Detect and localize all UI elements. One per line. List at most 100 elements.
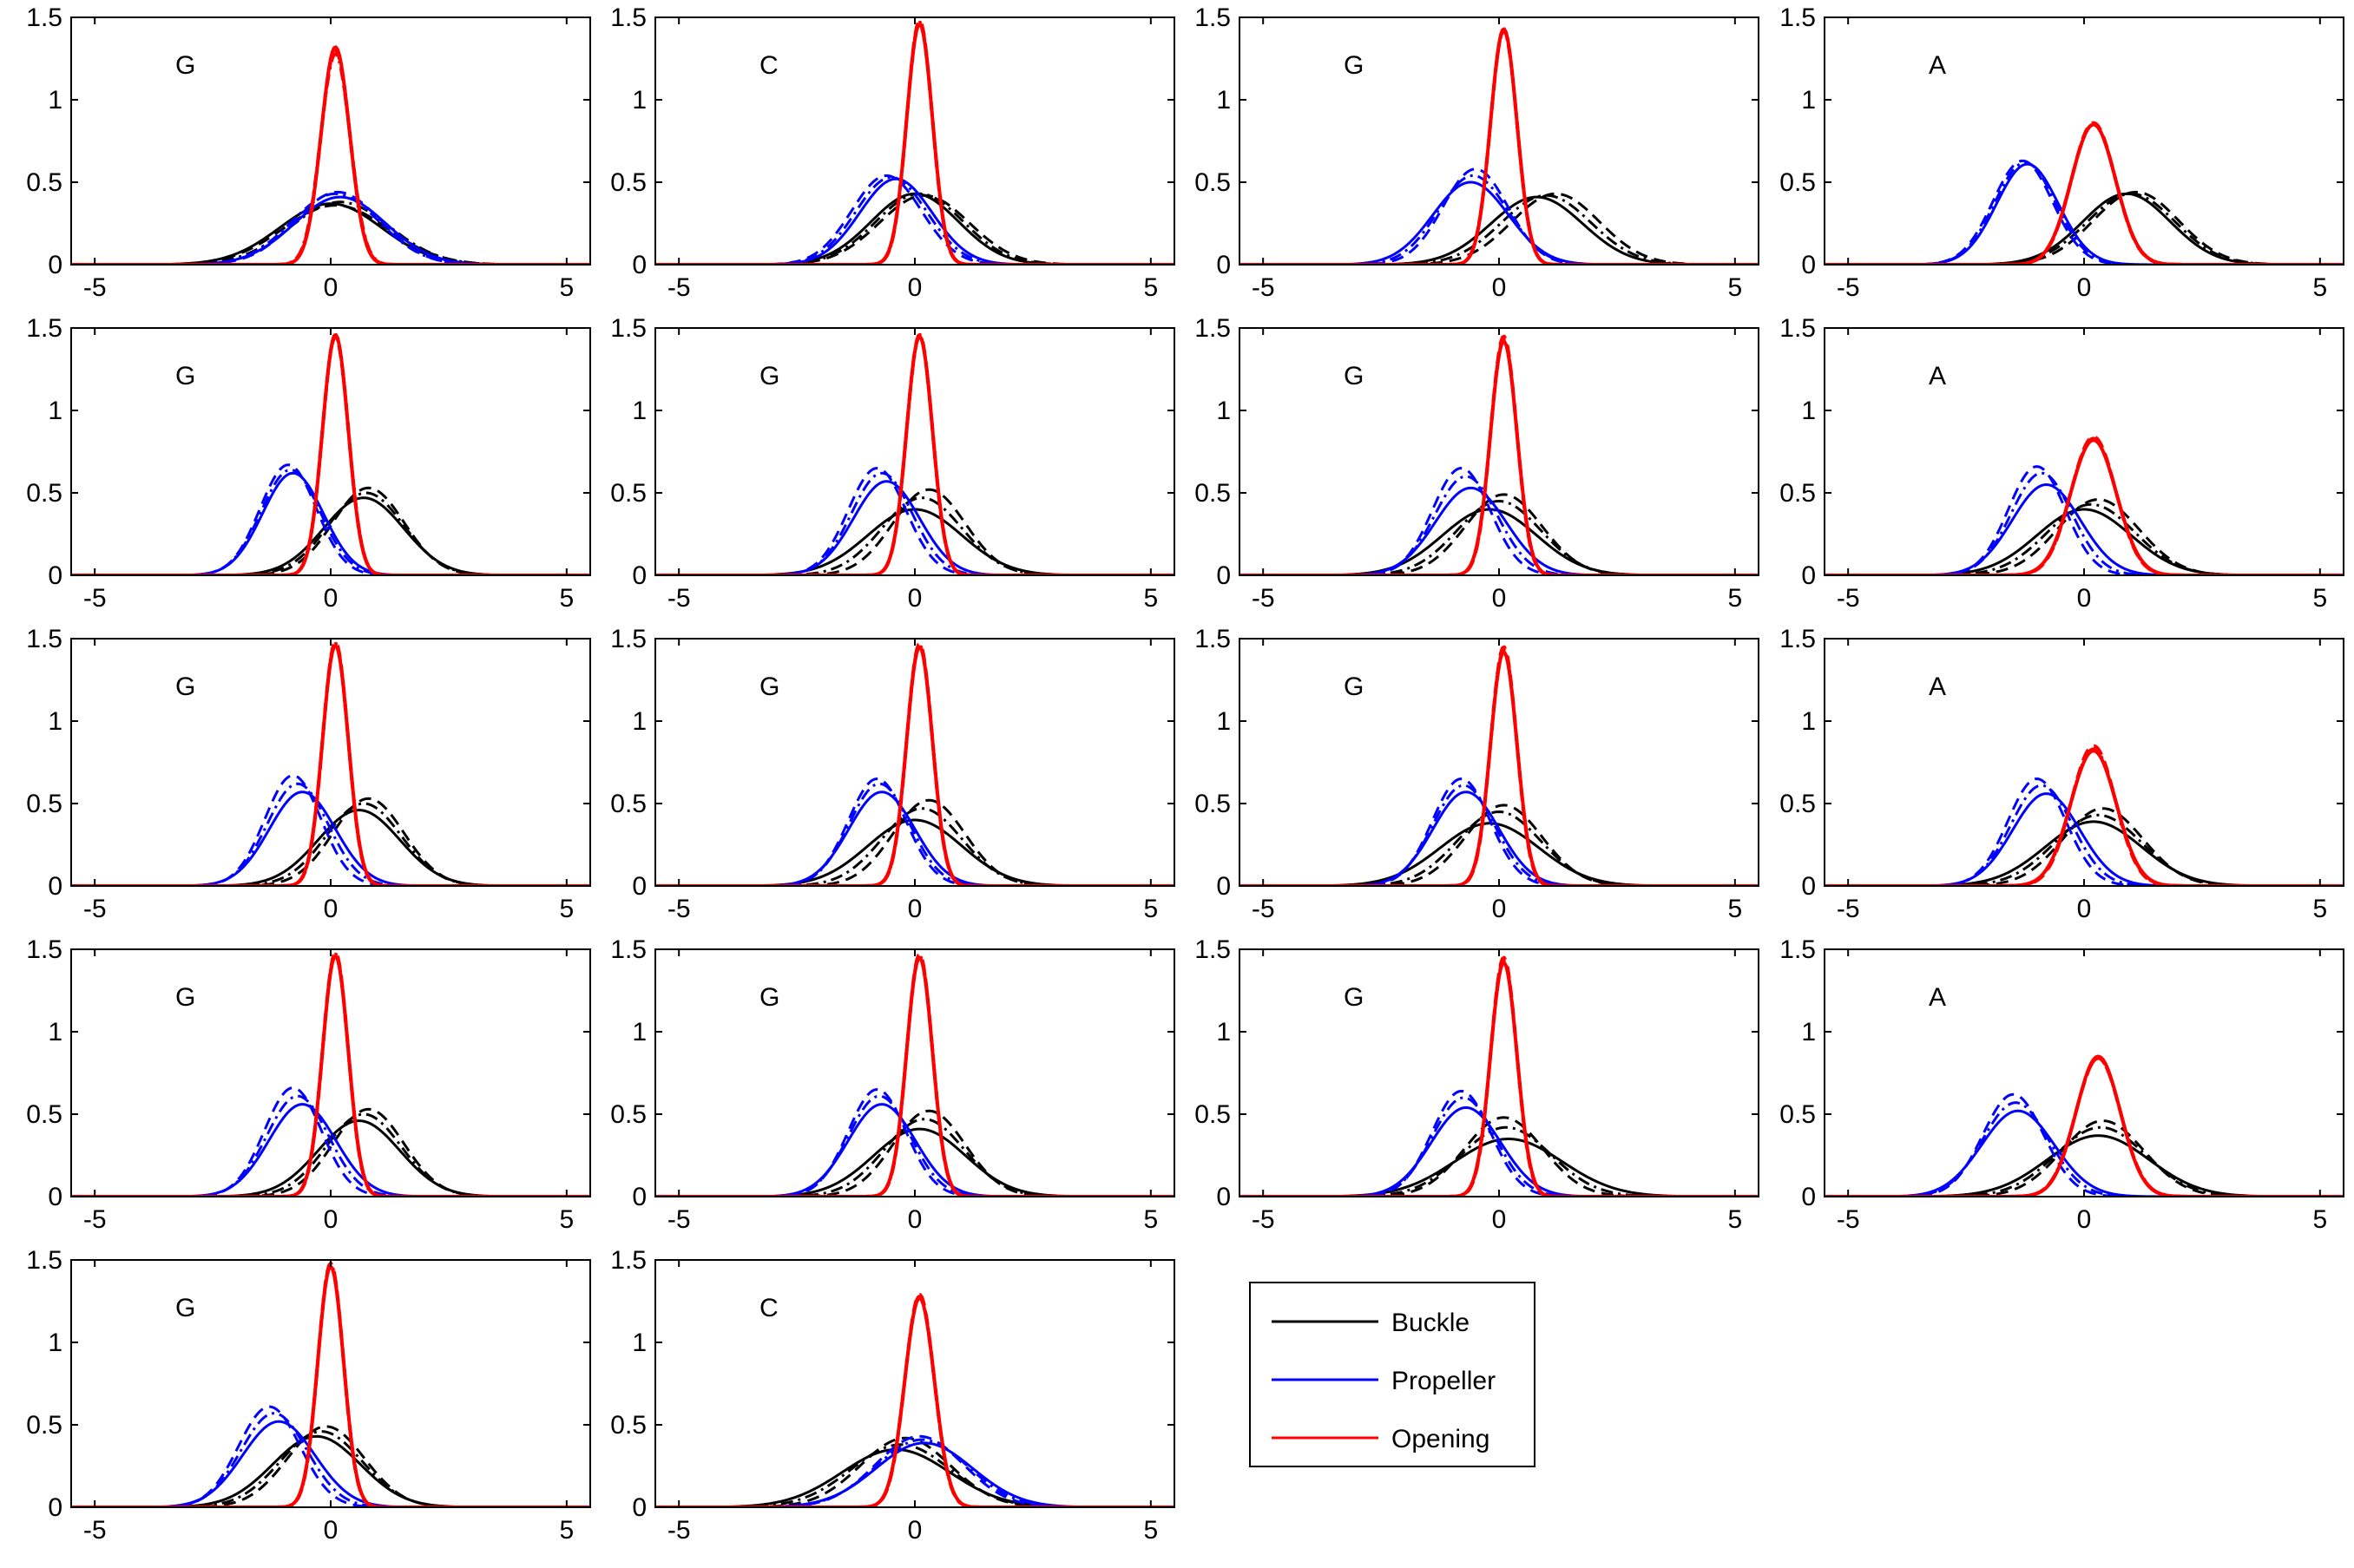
opening-curve-dashed xyxy=(655,332,1174,575)
x-tick-label: -5 xyxy=(1837,273,1860,302)
y-tick-label: 0 xyxy=(632,561,647,590)
x-tick-label: -5 xyxy=(83,584,107,613)
y-tick-label: 0 xyxy=(1216,1183,1231,1211)
x-tick-label: 5 xyxy=(2312,1205,2327,1234)
propeller-curve-dashed xyxy=(1825,465,2344,575)
y-tick-label: 1 xyxy=(1801,707,1816,736)
buckle-curve-dash-dot xyxy=(71,200,590,265)
x-tick-label: -5 xyxy=(667,1516,691,1545)
axes-frame xyxy=(654,327,1175,576)
opening-curve-dash-dot xyxy=(655,954,1174,1197)
subplot-7: -5 0 5 0 0.5 1 1.5 G xyxy=(1194,314,1759,613)
opening-curve-dashed xyxy=(655,641,1174,886)
subplot-8: -5 0 5 0 0.5 1 1.5 A xyxy=(1779,314,2344,613)
buckle-curve-dashed xyxy=(655,798,1174,886)
y-tick-label: 0.5 xyxy=(26,790,62,818)
subplot-curves xyxy=(71,950,590,1197)
subplot-15: -5 0 5 0 0.5 1 1.5 G xyxy=(1194,935,1759,1234)
opening-curve-dash-dot xyxy=(655,334,1174,575)
y-tick-label: 1 xyxy=(1801,1018,1816,1046)
buckle-curve-dash-dot xyxy=(1239,194,1759,265)
y-tick-label: 0.5 xyxy=(26,1411,62,1440)
opening-curve-dashed xyxy=(71,950,590,1197)
propeller-curve-dash-dot xyxy=(655,1438,1174,1507)
opening-curve-dashed xyxy=(1239,29,1759,265)
y-tick-label: 0.5 xyxy=(610,1100,647,1129)
buckle-curve-dashed xyxy=(1825,190,2344,265)
buckle-curve-dash-dot xyxy=(655,1118,1174,1197)
x-tick-label: 0 xyxy=(324,1205,339,1234)
subplot-curves xyxy=(655,332,1174,575)
legend-label: Propeller xyxy=(1391,1367,1496,1395)
buckle-curve-solid xyxy=(1825,508,2344,575)
y-tick-label: 1.5 xyxy=(1194,314,1231,343)
opening-curve-dash-dot xyxy=(1825,436,2344,575)
propeller-curve-dash-dot xyxy=(1825,1101,2344,1197)
buckle-curve-dashed xyxy=(1239,493,1759,575)
buckle-curve-solid xyxy=(655,192,1174,265)
y-tick-label: 0.5 xyxy=(26,1100,62,1129)
opening-curve-solid xyxy=(655,955,1174,1197)
y-tick-label: 0.5 xyxy=(610,168,647,197)
y-tick-label: 0.5 xyxy=(610,790,647,818)
y-tick-label: 1.5 xyxy=(1194,3,1231,32)
opening-curve-solid xyxy=(71,332,590,575)
propeller-curve-dashed xyxy=(1239,1089,1759,1197)
x-tick-label: 0 xyxy=(908,273,923,302)
x-tick-label: 5 xyxy=(1727,273,1742,302)
propeller-curve-dash-dot xyxy=(655,782,1174,886)
x-tick-label: -5 xyxy=(1252,584,1275,613)
y-tick-label: 1 xyxy=(48,397,62,425)
x-tick-label: 5 xyxy=(1727,1205,1742,1234)
x-tick-label: -5 xyxy=(1252,895,1275,923)
legend-entry-buckle: Buckle xyxy=(1272,1309,1470,1337)
x-tick-label: 5 xyxy=(559,1516,574,1545)
y-tick-label: 1 xyxy=(632,1329,647,1357)
y-tick-label: 1.5 xyxy=(26,314,62,343)
x-tick-label: 5 xyxy=(2312,895,2327,923)
x-tick-label: -5 xyxy=(1252,1205,1275,1234)
x-tick-label: 5 xyxy=(1727,895,1742,923)
opening-curve-dashed xyxy=(1825,121,2344,265)
buckle-curve-dashed xyxy=(71,797,590,886)
opening-curve-dash-dot xyxy=(71,641,590,886)
panel-label: G xyxy=(175,51,195,80)
x-tick-label: -5 xyxy=(83,1205,107,1234)
y-tick-label: 1.5 xyxy=(610,3,647,32)
buckle-curve-dashed xyxy=(1239,804,1759,886)
axes-frame xyxy=(654,1259,1175,1508)
subplot-curves xyxy=(1239,334,1759,575)
axes-frame xyxy=(70,948,591,1197)
subplot-curves xyxy=(1239,955,1759,1197)
x-tick-label: 0 xyxy=(324,584,339,613)
y-tick-label: 0.5 xyxy=(1779,479,1816,508)
panel-label: G xyxy=(175,983,195,1012)
subplot-curves xyxy=(71,332,590,575)
panel-label: A xyxy=(1929,51,1946,80)
x-tick-label: -5 xyxy=(667,273,691,302)
y-tick-label: 0 xyxy=(48,251,62,279)
y-tick-label: 0.5 xyxy=(1779,1100,1816,1129)
y-tick-label: 0 xyxy=(48,872,62,901)
x-tick-label: -5 xyxy=(667,584,691,613)
panel-label: G xyxy=(1344,983,1364,1012)
x-tick-label: 0 xyxy=(324,273,339,302)
x-tick-label: 0 xyxy=(2077,1205,2092,1234)
y-tick-label: 1 xyxy=(632,1018,647,1046)
x-tick-label: -5 xyxy=(1837,584,1860,613)
y-tick-label: 1 xyxy=(1216,86,1231,115)
y-tick-label: 1.5 xyxy=(610,935,647,964)
buckle-curve-dash-dot xyxy=(71,1112,590,1197)
buckle-curve-solid xyxy=(71,1434,590,1507)
buckle-curve-dash-dot xyxy=(71,802,590,886)
opening-curve-dash-dot xyxy=(1239,338,1759,575)
y-tick-label: 1.5 xyxy=(610,625,647,653)
x-tick-label: 0 xyxy=(324,895,339,923)
propeller-curve-dashed xyxy=(71,1405,590,1507)
panel-label: G xyxy=(175,362,195,390)
opening-curve-dash-dot xyxy=(1239,959,1759,1197)
buckle-curve-solid xyxy=(1825,820,2344,886)
x-tick-label: 0 xyxy=(908,1205,923,1234)
opening-curve-solid xyxy=(1239,339,1759,575)
y-tick-label: 1.5 xyxy=(26,3,62,32)
